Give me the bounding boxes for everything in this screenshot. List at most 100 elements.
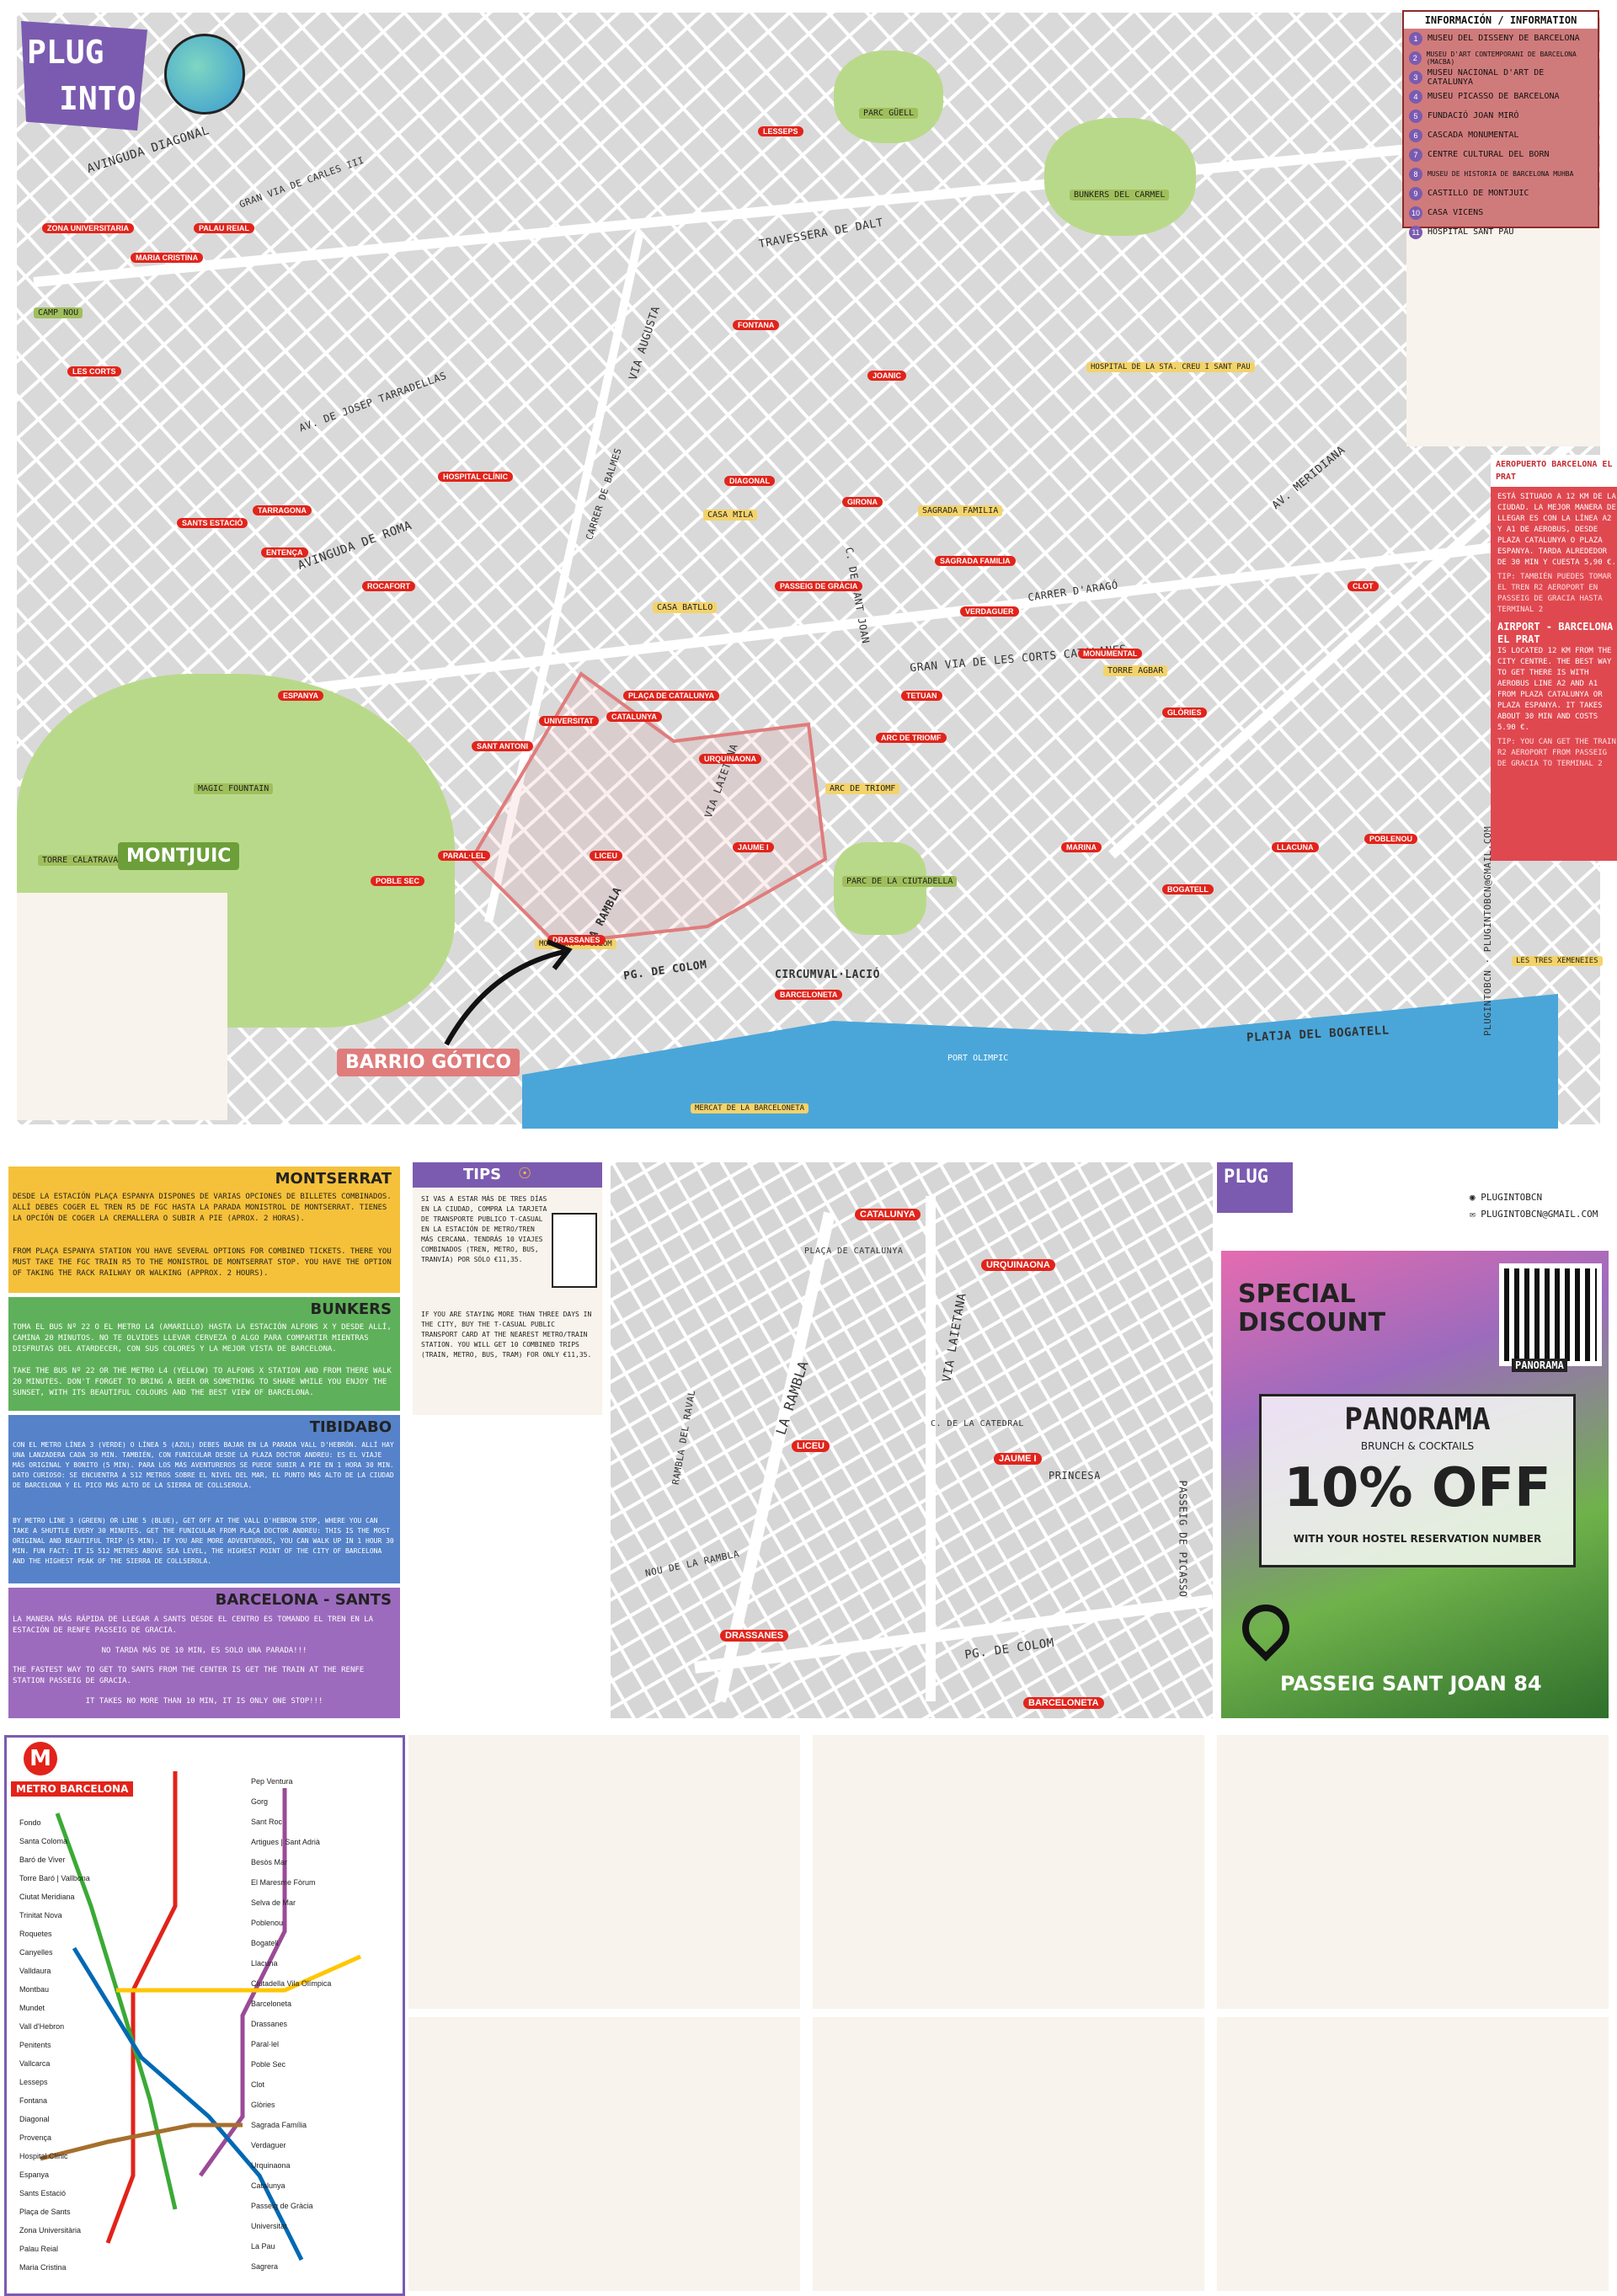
- metro-station-tag[interactable]: MARIA CRISTINA: [131, 253, 204, 263]
- metro-station-name[interactable]: Plaça de Sants: [19, 2208, 71, 2216]
- metro-station-name[interactable]: La Pau: [251, 2242, 275, 2251]
- metro-station-name[interactable]: Baró de Viver: [19, 1855, 66, 1864]
- metro-station-name[interactable]: Urquinaona: [251, 2161, 291, 2170]
- landmark-label[interactable]: SAGRADA FAMILIA: [918, 505, 1003, 516]
- brand-logo[interactable]: [21, 21, 147, 131]
- metro-station-tag[interactable]: DRASSANES: [720, 1630, 789, 1642]
- info-item[interactable]: 4 MUSEU PICASSO DE BARCELONA: [1404, 87, 1598, 106]
- promo-card[interactable]: SPECIAL DISCOUNT PANORAMA PANORAMA BRUNC…: [1221, 1251, 1609, 1718]
- metro-station-tag[interactable]: URQUINAONA: [981, 1259, 1055, 1271]
- info-item[interactable]: 5 FUNDACIÓ JOAN MIRÓ: [1404, 106, 1598, 125]
- metro-station-tag[interactable]: ZONA UNIVERSITARIA: [42, 223, 135, 233]
- info-item[interactable]: 3 MUSEU NACIONAL D'ART DE CATALUNYA: [1404, 67, 1598, 87]
- metro-station-name[interactable]: Gorg: [251, 1797, 269, 1806]
- center-zoom-map[interactable]: LA RAMBLA VIA LAIETANA PG. DE COLOM PASS…: [611, 1162, 1213, 1718]
- metro-station-name[interactable]: Drassanes: [251, 2020, 288, 2028]
- metro-station-tag[interactable]: CATALUNYA: [855, 1209, 921, 1220]
- metro-station-tag[interactable]: VERDAGUER: [960, 606, 1019, 617]
- metro-station-tag[interactable]: SAGRADA FAMILIA: [935, 556, 1016, 566]
- neighborhood-label-montjuic[interactable]: MONTJUIC: [118, 842, 240, 870]
- metro-station-name[interactable]: Paral·lel: [251, 2040, 280, 2048]
- metro-station-name[interactable]: Provença: [19, 2133, 52, 2142]
- info-item[interactable]: 11 HOSPITAL SANT PAU: [1404, 222, 1598, 242]
- metro-station-tag[interactable]: JOANIC: [867, 371, 907, 381]
- metro-station-name[interactable]: Diagonal: [19, 2115, 50, 2123]
- metro-station-name[interactable]: Barceloneta: [251, 2000, 292, 2008]
- metro-station-name[interactable]: Llacuna: [251, 1959, 278, 1968]
- metro-station-tag[interactable]: PLAÇA DE CATALUNYA: [623, 691, 720, 701]
- info-item[interactable]: 6 CASCADA MONUMENTAL: [1404, 125, 1598, 145]
- metro-station-name[interactable]: Santa Coloma: [19, 1837, 68, 1845]
- metro-station-tag[interactable]: PALAU REIAL: [194, 223, 254, 233]
- metro-station-name[interactable]: Maria Cristina: [19, 2263, 67, 2272]
- metro-station-name[interactable]: Poble Sec: [251, 2060, 286, 2069]
- landmark-label[interactable]: PORT OLIMPIC: [943, 1053, 1013, 1064]
- metro-station-tag[interactable]: SANT ANTONI: [472, 741, 534, 751]
- qr-code[interactable]: [1499, 1263, 1602, 1366]
- metro-station-tag[interactable]: JAUME I: [733, 842, 774, 852]
- landmark-label[interactable]: CAMP NOU: [34, 307, 83, 318]
- landmark-label[interactable]: TORRE CALATRAVA: [38, 855, 123, 866]
- metro-station-name[interactable]: Vallcarca: [19, 2059, 51, 2068]
- metro-station-name[interactable]: El Maresme Fòrum: [251, 1878, 316, 1887]
- info-item[interactable]: 2 MUSEU D'ART CONTEMPORANI DE BARCELONA (…: [1404, 48, 1598, 67]
- metro-station-tag[interactable]: ARC DE TRIOMF: [876, 733, 947, 743]
- city-map[interactable]: AVINGUDA DIAGONAL AVINGUDA DE ROMA GRAN …: [0, 0, 1617, 1129]
- metro-station-tag[interactable]: POBLENOU: [1364, 834, 1418, 844]
- metro-station-tag[interactable]: ENTENÇA: [261, 547, 308, 558]
- metro-station-name[interactable]: Universitat: [251, 2222, 287, 2230]
- landmark-label[interactable]: BUNKERS DEL CARMEL: [1070, 190, 1170, 200]
- info-item[interactable]: 1 MUSEU DEL DISSENY DE BARCELONA: [1404, 29, 1598, 48]
- email-row[interactable]: ✉ PLUGINTOBCN@GMAIL.COM: [1470, 1209, 1598, 1220]
- info-item[interactable]: 7 CENTRE CULTURAL DEL BORN: [1404, 145, 1598, 164]
- metro-station-name[interactable]: Zona Universitària: [19, 2226, 82, 2235]
- info-item[interactable]: 10 CASA VICENS: [1404, 203, 1598, 222]
- landmark-label[interactable]: MERCAT DE LA BARCELONETA: [691, 1103, 809, 1113]
- instagram-row[interactable]: ◉ PLUGINTOBCN: [1470, 1192, 1543, 1203]
- metro-station-name[interactable]: Lesseps: [19, 2078, 48, 2086]
- metro-station-name[interactable]: Roquetes: [19, 1930, 52, 1938]
- landmark-label[interactable]: TORRE AGBAR: [1103, 665, 1168, 676]
- metro-station-tag[interactable]: HOSPITAL CLÍNIC: [438, 472, 514, 482]
- metro-station-name[interactable]: Montbau: [19, 1985, 50, 1994]
- metro-station-name[interactable]: Glòries: [251, 2101, 275, 2109]
- metro-station-name[interactable]: Sagrera: [251, 2262, 279, 2271]
- metro-station-tag[interactable]: LESSEPS: [758, 126, 803, 136]
- metro-station-tag[interactable]: CATALUNYA: [606, 712, 662, 722]
- metro-station-tag[interactable]: MONUMENTAL: [1078, 649, 1143, 659]
- metro-station-tag[interactable]: PARAL·LEL: [438, 851, 491, 861]
- metro-station-tag[interactable]: DIAGONAL: [724, 476, 775, 486]
- landmark-label[interactable]: HOSPITAL DE LA STA. CREU I SANT PAU: [1086, 362, 1255, 372]
- metro-station-tag[interactable]: MARINA: [1061, 842, 1102, 852]
- metro-station-name[interactable]: Trinitat Nova: [19, 1911, 62, 1920]
- metro-station-tag[interactable]: GLÒRIES: [1162, 707, 1207, 718]
- metro-station-name[interactable]: Valldaura: [19, 1967, 51, 1975]
- metro-station-name[interactable]: Artigues | Sant Adrià: [251, 1838, 320, 1846]
- landmark-label[interactable]: ARC DE TRIOMF: [825, 783, 900, 794]
- landmark-label[interactable]: CASA MILA: [703, 510, 758, 521]
- metro-station-name[interactable]: Canyelles: [19, 1948, 53, 1957]
- metro-map[interactable]: M METRO BARCELONA Fondo Santa Coloma Baró …: [4, 1735, 405, 2296]
- metro-station-name[interactable]: Sant Roc: [251, 1818, 283, 1826]
- metro-station-name[interactable]: Clot: [251, 2080, 265, 2089]
- metro-station-tag[interactable]: CLOT: [1348, 581, 1379, 591]
- neighborhood-label-gotic[interactable]: BARRIO GÓTICO: [337, 1049, 520, 1076]
- landmark-label[interactable]: PARC GÜELL: [859, 108, 919, 119]
- metro-station-name[interactable]: Verdaguer: [251, 2141, 286, 2149]
- metro-station-name[interactable]: Bogatell: [251, 1939, 279, 1947]
- metro-station-name[interactable]: Palau Reial: [19, 2245, 59, 2253]
- promo-logo[interactable]: [1217, 1162, 1293, 1213]
- metro-station-tag[interactable]: URQUINAONA: [699, 754, 761, 764]
- metro-station-name[interactable]: Sants Estació: [19, 2189, 67, 2197]
- metro-station-tag[interactable]: PASSEIG DE GRÀCIA: [775, 581, 863, 591]
- metro-station-name[interactable]: Mundet: [19, 2004, 45, 2012]
- metro-station-name[interactable]: Fontana: [19, 2096, 48, 2105]
- metro-station-name[interactable]: Pep Ventura: [251, 1777, 293, 1786]
- metro-station-name[interactable]: Vall d'Hebron: [19, 2022, 65, 2031]
- metro-station-tag[interactable]: LICEU: [590, 851, 622, 861]
- metro-station-tag[interactable]: TARRAGONA: [253, 505, 312, 515]
- metro-station-tag[interactable]: FONTANA: [733, 320, 780, 330]
- metro-station-name[interactable]: Fondo: [19, 1818, 41, 1827]
- metro-station-tag[interactable]: DRASSANES: [547, 935, 606, 945]
- metro-station-tag[interactable]: BARCELONETA: [775, 990, 843, 1000]
